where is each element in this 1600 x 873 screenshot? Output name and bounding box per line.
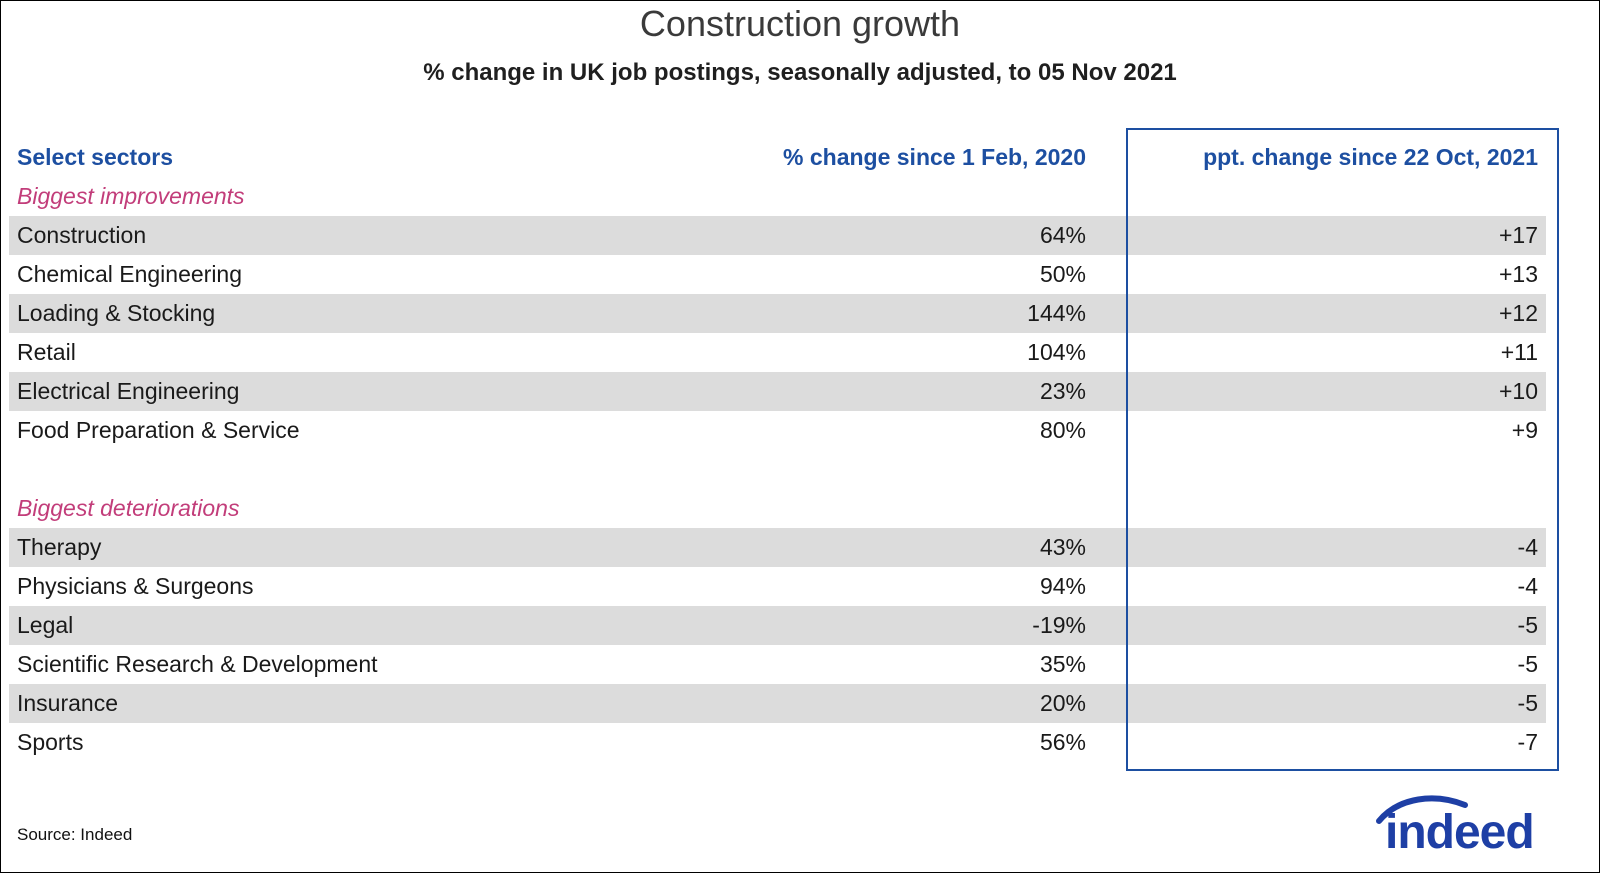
pct-change-value: 64%	[1039, 222, 1086, 248]
section-row-improvements: Biggest improvements	[9, 177, 1546, 216]
table-row: Therapy 43% -4	[9, 528, 1546, 567]
table-row: Construction 64% +17	[9, 216, 1546, 255]
sector-name: Loading & Stocking	[17, 300, 216, 326]
pct-change-value: 50%	[1039, 261, 1086, 287]
table-header-row: Select sectors % change since 1 Feb, 202…	[9, 138, 1546, 177]
section-row-deteriorations: Biggest deteriorations	[9, 489, 1546, 528]
section-label-deteriorations: Biggest deteriorations	[17, 495, 240, 521]
ppt-change-value: -4	[1517, 573, 1538, 599]
ppt-change-value: -7	[1517, 729, 1538, 755]
table-row: Electrical Engineering 23% +10	[9, 372, 1546, 411]
table-row: Loading & Stocking 144% +12	[9, 294, 1546, 333]
sector-name: Legal	[17, 612, 74, 638]
sector-name: Electrical Engineering	[17, 378, 240, 404]
column-header-ppt-change: ppt. change since 22 Oct, 2021	[1203, 144, 1538, 170]
indeed-logo-text: indeed	[1385, 806, 1535, 859]
sector-name: Chemical Engineering	[17, 261, 243, 287]
ppt-change-value: +9	[1511, 417, 1538, 443]
table-row: Retail 104% +11	[9, 333, 1546, 372]
table-row: Food Preparation & Service 80% +9	[9, 411, 1546, 450]
sector-name: Construction	[17, 222, 147, 248]
chart-title: Construction growth	[639, 3, 961, 44]
sector-name: Retail	[17, 339, 76, 365]
table-row: Sports 56% -7	[9, 723, 1546, 762]
ppt-change-value: +12	[1498, 300, 1538, 326]
table-row: Physicians & Surgeons 94% -4	[9, 567, 1546, 606]
sector-name: Insurance	[17, 690, 119, 716]
pct-change-value: 56%	[1039, 729, 1086, 755]
indeed-logo: indeed	[1373, 789, 1573, 865]
ppt-change-value: +17	[1498, 222, 1538, 248]
sector-table: Select sectors % change since 1 Feb, 202…	[9, 138, 1546, 762]
pct-change-value: 23%	[1039, 378, 1086, 404]
indeed-logo-swoosh	[1376, 795, 1468, 824]
ppt-change-value: +13	[1498, 261, 1538, 287]
ppt-change-value: -5	[1517, 612, 1538, 638]
pct-change-value: 144%	[1027, 300, 1086, 326]
pct-change-value: -19%	[1032, 612, 1086, 638]
sector-name: Sports	[17, 729, 84, 755]
pct-change-value: 104%	[1027, 339, 1086, 365]
table-row: Chemical Engineering 50% +13	[9, 255, 1546, 294]
table-row: Insurance 20% -5	[9, 684, 1546, 723]
pct-change-value: 80%	[1039, 417, 1086, 443]
column-header-sectors: Select sectors	[17, 144, 173, 170]
section-label-improvements: Biggest improvements	[17, 183, 245, 209]
pct-change-value: 20%	[1039, 690, 1086, 716]
chart-subtitle: % change in UK job postings, seasonally …	[423, 59, 1177, 86]
column-header-pct-change: % change since 1 Feb, 2020	[783, 144, 1086, 170]
table-row: Legal -19% -5	[9, 606, 1546, 645]
pct-change-value: 94%	[1039, 573, 1086, 599]
ppt-change-value: -4	[1517, 534, 1538, 560]
sector-name: Therapy	[17, 534, 102, 560]
sector-name: Physicians & Surgeons	[17, 573, 254, 599]
sector-name: Food Preparation & Service	[17, 417, 300, 443]
pct-change-value: 35%	[1039, 651, 1086, 677]
table-row: Scientific Research & Development 35% -5	[9, 645, 1546, 684]
ppt-change-value: +11	[1500, 339, 1538, 365]
source-note: Source: Indeed	[17, 825, 133, 844]
ppt-change-value: -5	[1517, 690, 1538, 716]
sector-name: Scientific Research & Development	[17, 651, 378, 677]
spacer-row	[9, 450, 1546, 489]
pct-change-value: 43%	[1039, 534, 1086, 560]
ppt-change-value: -5	[1517, 651, 1538, 677]
ppt-change-value: +10	[1498, 378, 1538, 404]
